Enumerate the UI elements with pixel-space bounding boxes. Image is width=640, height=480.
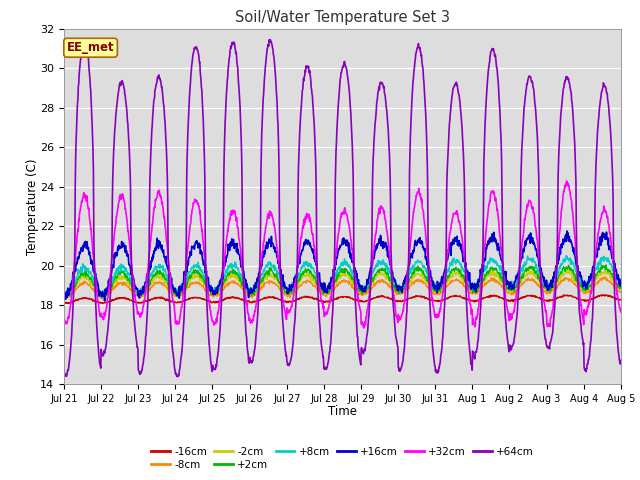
+2cm <box>429 286 437 292</box>
Y-axis label: Temperature (C): Temperature (C) <box>26 158 38 255</box>
-16cm <box>171 300 179 305</box>
-8cm <box>429 289 437 295</box>
+16cm <box>184 262 192 268</box>
-2cm <box>60 295 68 300</box>
+8cm <box>563 253 570 259</box>
+8cm <box>246 285 254 290</box>
+16cm <box>429 278 437 284</box>
+8cm <box>429 284 437 290</box>
+16cm <box>551 271 559 277</box>
+64cm <box>617 358 625 363</box>
+32cm <box>563 178 570 184</box>
+2cm <box>99 295 106 300</box>
-16cm <box>617 297 625 302</box>
Line: +8cm: +8cm <box>64 256 621 296</box>
+64cm <box>502 326 510 332</box>
+16cm <box>563 228 571 234</box>
+8cm <box>502 277 509 283</box>
+64cm <box>552 293 559 299</box>
+32cm <box>617 309 625 315</box>
+32cm <box>246 316 254 322</box>
+2cm <box>184 276 192 282</box>
X-axis label: Time: Time <box>328 405 357 418</box>
+32cm <box>170 303 178 309</box>
+2cm <box>502 281 509 287</box>
+2cm <box>60 292 68 298</box>
-16cm <box>184 296 192 302</box>
+2cm <box>551 278 559 284</box>
-8cm <box>502 288 509 293</box>
+16cm <box>246 289 254 295</box>
-16cm <box>65 300 73 306</box>
-2cm <box>617 287 625 292</box>
+64cm <box>429 353 437 359</box>
+32cm <box>184 245 191 251</box>
+8cm <box>184 271 192 277</box>
+32cm <box>429 304 437 310</box>
+16cm <box>60 291 68 297</box>
+64cm <box>184 121 192 127</box>
Text: EE_met: EE_met <box>67 41 115 54</box>
-2cm <box>61 296 69 301</box>
-8cm <box>99 296 106 302</box>
+32cm <box>551 283 559 289</box>
+8cm <box>97 293 105 299</box>
+64cm <box>266 37 273 43</box>
-16cm <box>502 297 509 303</box>
+8cm <box>551 274 559 280</box>
-2cm <box>171 291 179 297</box>
-2cm <box>502 287 509 292</box>
-2cm <box>602 267 609 273</box>
-2cm <box>429 288 437 293</box>
-8cm <box>551 285 559 290</box>
+16cm <box>617 283 625 288</box>
+64cm <box>246 359 254 364</box>
+2cm <box>617 284 625 289</box>
Line: +64cm: +64cm <box>64 40 621 377</box>
-2cm <box>184 279 192 285</box>
+2cm <box>246 292 254 298</box>
-16cm <box>246 300 254 306</box>
+32cm <box>60 315 68 321</box>
+64cm <box>170 362 178 368</box>
Line: -16cm: -16cm <box>64 295 621 303</box>
Title: Soil/Water Temperature Set 3: Soil/Water Temperature Set 3 <box>235 10 450 25</box>
-8cm <box>60 293 68 299</box>
+2cm <box>602 262 610 268</box>
Line: -8cm: -8cm <box>64 277 621 299</box>
Line: +2cm: +2cm <box>64 265 621 298</box>
+16cm <box>171 285 179 291</box>
Legend: -16cm, -8cm, -2cm, +2cm, +8cm, +16cm, +32cm, +64cm: -16cm, -8cm, -2cm, +2cm, +8cm, +16cm, +3… <box>147 443 538 474</box>
+16cm <box>502 269 509 275</box>
-16cm <box>429 298 437 303</box>
Line: -2cm: -2cm <box>64 270 621 299</box>
Line: +32cm: +32cm <box>64 181 621 328</box>
-8cm <box>171 293 179 299</box>
+16cm <box>100 298 108 304</box>
+32cm <box>360 325 368 331</box>
+2cm <box>171 290 179 296</box>
-8cm <box>601 274 609 280</box>
+64cm <box>60 368 68 373</box>
+64cm <box>174 374 182 380</box>
-8cm <box>246 293 254 299</box>
Line: +16cm: +16cm <box>64 231 621 301</box>
+32cm <box>502 297 509 303</box>
-16cm <box>599 292 607 298</box>
-8cm <box>184 284 192 289</box>
-2cm <box>551 282 559 288</box>
-16cm <box>551 296 559 301</box>
-16cm <box>60 300 68 306</box>
+8cm <box>617 282 625 288</box>
+8cm <box>60 289 68 295</box>
-8cm <box>617 289 625 295</box>
-2cm <box>246 292 254 298</box>
+8cm <box>171 287 179 293</box>
